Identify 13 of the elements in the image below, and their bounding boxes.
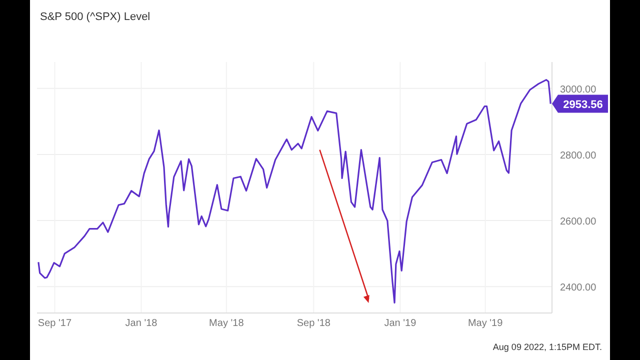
x-tick-label: Jan '18 [125,318,158,329]
y-tick-label: 2400.00 [560,282,597,294]
text: Aug 09 2022, 1:15PM EDT. [492,342,602,352]
y-tick-label: 2800.00 [560,150,597,162]
data-label: 2953.56 [563,98,603,111]
x-tick-label: May '18 [209,318,244,329]
x-tick-label: Sep '17 [38,318,72,329]
y-tick-label: 3000.00 [560,84,597,96]
x-tick-label: May '19 [468,318,504,329]
x-tick-label: Jan '19 [384,318,417,329]
y-tick-label: 2600.00 [560,216,597,228]
chart-title: S&P 500 (^SPX) Level [40,11,150,23]
x-tick-label: Sep '18 [296,318,331,329]
